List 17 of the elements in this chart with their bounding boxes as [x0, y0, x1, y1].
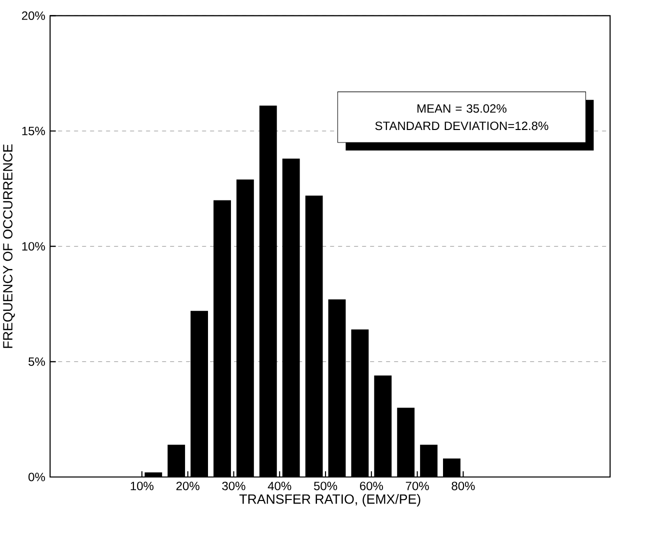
x-tick-label: 70%	[406, 482, 429, 490]
x-tick-label: 50%	[314, 482, 338, 490]
y-tick-label: 15%	[22, 126, 45, 136]
y-tick-label: 20%	[22, 11, 45, 20]
annotation: STANDARD DEVIATION=12.8%	[375, 122, 548, 130]
x-axis-title: TRANSFER RATIO, (EMX/PE)	[239, 494, 420, 506]
y-axis-title: FREQUENCY OF OCCURRENCE	[3, 144, 15, 348]
y-tick-label: 10%	[22, 242, 45, 251]
x-tick-label: 80%	[452, 482, 475, 490]
x-tick-label: 10%	[130, 482, 154, 490]
x-tick-label: 60%	[360, 482, 383, 490]
annotation: MEAN = 35.02%	[417, 104, 506, 113]
x-tick-label: 40%	[268, 482, 292, 490]
x-tick-label: 20%	[176, 482, 200, 490]
y-tick-label: 5%	[28, 357, 45, 366]
y-tick-label: 0%	[28, 472, 45, 482]
x-tick-label: 30%	[222, 482, 246, 490]
